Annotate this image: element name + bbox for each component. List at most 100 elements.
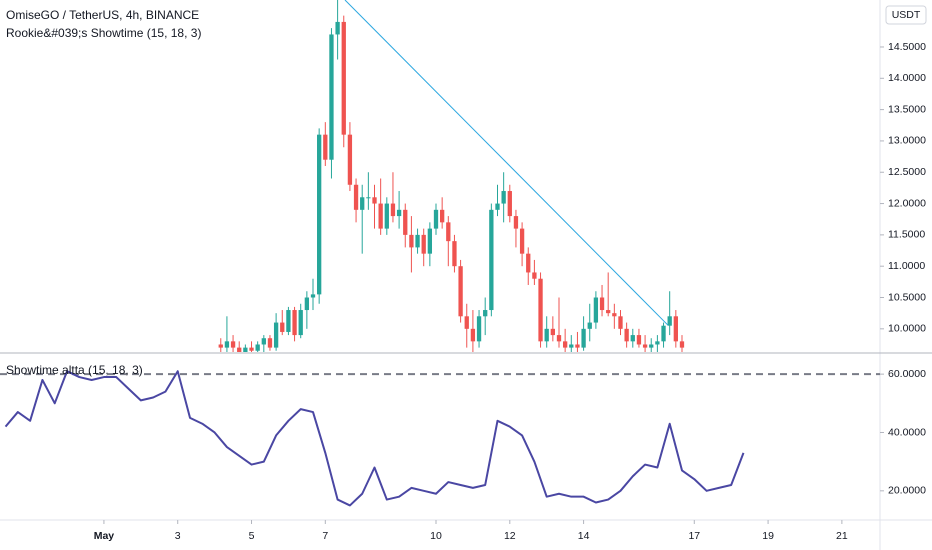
candle-body bbox=[550, 328, 555, 336]
candle-body bbox=[304, 297, 310, 311]
candle-body bbox=[636, 335, 642, 345]
candle-body bbox=[655, 341, 660, 345]
unit-label[interactable]: USDT bbox=[892, 9, 921, 21]
y-tick-label: 40.0000 bbox=[888, 426, 926, 438]
candle-body bbox=[526, 253, 531, 273]
x-tick-label: May bbox=[94, 530, 115, 542]
candle-body bbox=[409, 234, 414, 248]
candle-body bbox=[255, 344, 260, 351]
trendline bbox=[344, 0, 669, 326]
y-tick-label: 14.5000 bbox=[888, 41, 926, 53]
candle-body bbox=[415, 234, 420, 248]
candle-body bbox=[310, 294, 316, 298]
y-tick-label: 13.5000 bbox=[888, 103, 926, 115]
candle-body bbox=[612, 313, 617, 317]
candle-body bbox=[317, 134, 322, 295]
candle-body bbox=[384, 203, 389, 229]
candle-body bbox=[642, 344, 648, 348]
x-tick-label: 5 bbox=[249, 530, 255, 542]
candle-body bbox=[353, 184, 359, 210]
candle-body bbox=[538, 278, 543, 342]
candle-body bbox=[507, 191, 512, 217]
candle-body bbox=[618, 316, 623, 329]
candle-body bbox=[624, 328, 629, 342]
y-tick-label: 12.5000 bbox=[888, 166, 926, 178]
candle-body bbox=[661, 325, 666, 342]
candle-body bbox=[372, 197, 377, 204]
chart-title: OmiseGO / TetherUS, 4h, BINANCE bbox=[6, 8, 199, 22]
y-tick-label: 20.0000 bbox=[888, 485, 926, 497]
oscillator-pane bbox=[0, 370, 880, 507]
candle-body bbox=[341, 21, 346, 135]
y-tick-label: 11.0000 bbox=[888, 260, 925, 272]
candle-body bbox=[556, 335, 562, 342]
candle-body bbox=[575, 344, 580, 348]
candle-body bbox=[280, 322, 285, 332]
candle-body bbox=[464, 316, 469, 329]
candle-body bbox=[495, 203, 500, 210]
line-series bbox=[4, 370, 745, 507]
candle-body bbox=[218, 344, 223, 348]
x-tick-label: 14 bbox=[578, 530, 590, 542]
candle-body bbox=[569, 344, 574, 348]
candle-body bbox=[433, 209, 439, 229]
candle-body bbox=[606, 310, 611, 314]
candle-body bbox=[679, 341, 685, 348]
unit-box[interactable] bbox=[885, 5, 927, 25]
candle-body bbox=[249, 347, 254, 351]
y-tick-label: 14.0000 bbox=[888, 72, 926, 84]
candle-body bbox=[421, 234, 426, 254]
candle-body bbox=[501, 191, 506, 204]
candle-body bbox=[489, 209, 494, 311]
candle-body bbox=[378, 203, 383, 229]
candle-body bbox=[562, 341, 568, 348]
candle-body bbox=[532, 272, 537, 279]
oscillator-title: Showtime altta (15, 18, 3) bbox=[6, 363, 143, 377]
candle-body bbox=[329, 34, 334, 160]
y-tick-label: 13.0000 bbox=[888, 135, 926, 147]
candle-body bbox=[323, 134, 328, 160]
y-tick-label: 60.0000 bbox=[888, 368, 926, 380]
candle-body bbox=[366, 197, 371, 199]
x-tick-label: 21 bbox=[836, 530, 848, 542]
candle-body bbox=[261, 338, 266, 345]
candle-body bbox=[403, 209, 408, 235]
y-tick-label: 11.5000 bbox=[888, 229, 925, 241]
x-tick-label: 12 bbox=[504, 530, 516, 542]
candle-body bbox=[360, 197, 365, 210]
candle-body bbox=[470, 328, 476, 342]
candle-body bbox=[298, 310, 303, 336]
candle-body bbox=[452, 241, 457, 267]
candle-body bbox=[587, 322, 592, 329]
candle-body bbox=[427, 228, 433, 254]
x-tick-label: 3 bbox=[175, 530, 181, 542]
x-tick-label: 10 bbox=[430, 530, 442, 542]
candle-body bbox=[544, 328, 549, 342]
candle-body bbox=[237, 347, 242, 352]
x-tick-label: 19 bbox=[762, 530, 774, 542]
candle-body bbox=[458, 266, 463, 317]
candle-body bbox=[446, 222, 451, 242]
candle-body bbox=[230, 341, 236, 348]
candle-body bbox=[335, 21, 340, 35]
candle-body bbox=[630, 335, 635, 342]
candle-body bbox=[347, 134, 353, 185]
candle-body bbox=[673, 316, 678, 342]
candle-body bbox=[649, 344, 654, 348]
candle-body bbox=[483, 310, 488, 317]
y-tick-label: 12.0000 bbox=[888, 197, 926, 209]
x-tick-label: 7 bbox=[322, 530, 328, 542]
candle-body bbox=[292, 310, 297, 336]
candle-body bbox=[513, 216, 519, 229]
candle-body bbox=[243, 347, 248, 352]
y-tick-label: 10.5000 bbox=[888, 291, 926, 303]
x-tick-label: 17 bbox=[688, 530, 700, 542]
candle-body bbox=[267, 338, 273, 348]
candle-body bbox=[593, 297, 599, 323]
candle-body bbox=[286, 310, 291, 332]
candle-body bbox=[440, 209, 445, 223]
candle-body bbox=[224, 341, 230, 348]
candle-body bbox=[581, 328, 586, 348]
candle-body bbox=[390, 203, 396, 217]
